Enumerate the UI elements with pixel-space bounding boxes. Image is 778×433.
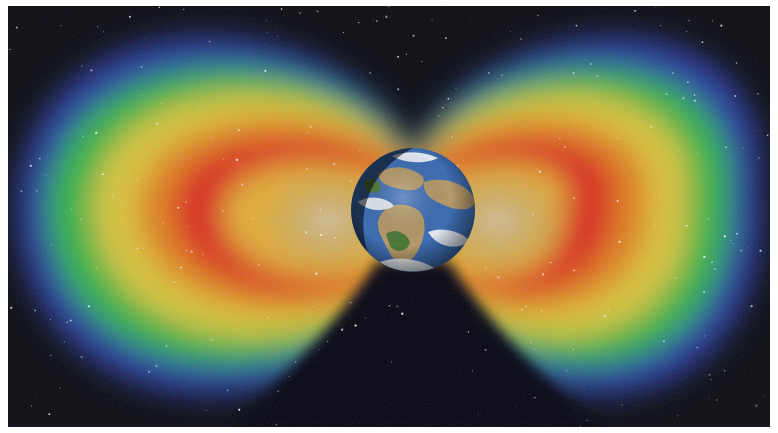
earth-globe <box>351 148 475 272</box>
radiation-belts-illustration <box>8 6 770 427</box>
